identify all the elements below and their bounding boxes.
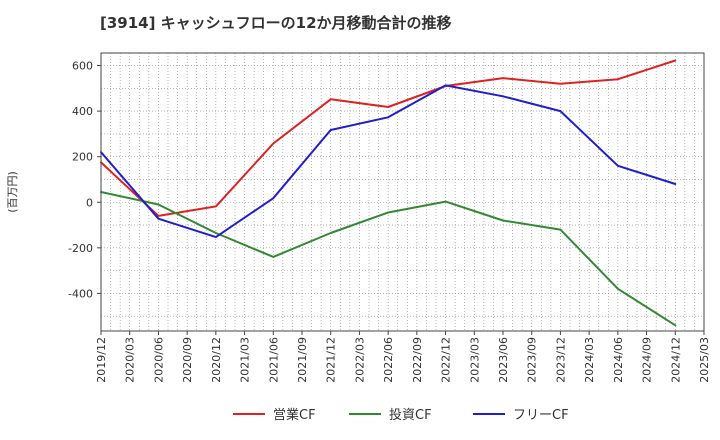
- series-line: [100, 84, 677, 239]
- legend-label: フリーCF: [513, 408, 569, 423]
- series-line: [100, 59, 677, 217]
- x-tick-label: 2021/12: [325, 337, 338, 383]
- x-tick-label: 2024/09: [641, 337, 654, 383]
- plot-border: [100, 52, 705, 332]
- axes: 600 400 200 0 -200 -400 2019/12 2020/03 2020/06 2…: [6, 52, 711, 383]
- y-tick-label: 400: [72, 105, 93, 118]
- series-layer: [100, 59, 677, 327]
- chart-title: [3914] キャッシュフローの12か月移動合計の推移: [100, 14, 452, 32]
- x-tick-label: 2020/09: [181, 337, 194, 383]
- series-line: [100, 191, 677, 327]
- x-tick-label: 2022/06: [382, 337, 395, 383]
- y-tick-label: 0: [86, 196, 93, 209]
- x-tick-label: 2023/06: [497, 337, 510, 383]
- x-tick-label: 2021/06: [267, 337, 280, 383]
- x-tick-label: 2020/12: [210, 337, 223, 383]
- x-tick-label: 2019/12: [95, 337, 108, 383]
- y-tick-label: -200: [68, 242, 93, 255]
- x-tick-label: 2024/12: [669, 337, 682, 383]
- x-tick-label: 2020/06: [152, 337, 165, 383]
- grid: [100, 53, 705, 331]
- x-tick-label: 2022/03: [353, 337, 366, 383]
- x-tick-label: 2023/03: [468, 337, 481, 383]
- legend-label: 投資CF: [389, 407, 432, 423]
- y-axis-label: (百万円): [6, 171, 19, 213]
- x-tick-label: 2023/09: [526, 337, 539, 383]
- x-tick-label: 2020/03: [124, 337, 137, 383]
- plot-background: [101, 53, 704, 331]
- y-tick-label: 200: [72, 151, 93, 164]
- x-tick-label: 2021/03: [239, 337, 252, 383]
- y-tick-label: 600: [72, 60, 93, 73]
- x-tick-label: 2024/06: [612, 337, 625, 383]
- x-tick-label: 2024/03: [583, 337, 596, 383]
- x-tick-label: 2022/09: [411, 337, 424, 383]
- y-tick-label: -400: [68, 287, 93, 300]
- x-tick-label: 2023/12: [554, 337, 567, 383]
- x-tick-label: 2025/03: [698, 337, 711, 383]
- x-tick-label: 2022/12: [440, 337, 453, 383]
- legend: 営業CF 投資CF フリーCF: [233, 407, 569, 423]
- x-tick-label: 2021/09: [296, 337, 309, 383]
- plot-area: [101, 53, 704, 331]
- legend-label: 営業CF: [273, 407, 316, 423]
